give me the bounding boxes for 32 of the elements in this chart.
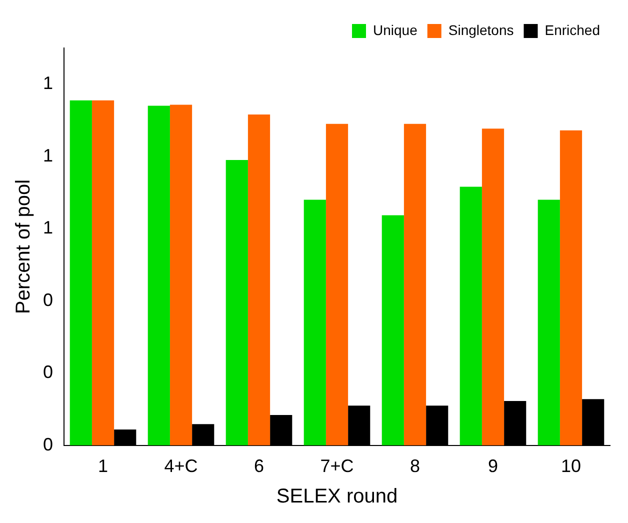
legend-label: Singletons <box>448 22 514 38</box>
bar <box>226 160 248 446</box>
bar <box>170 104 192 446</box>
x-tick-label: 6 <box>254 456 264 476</box>
legend-label: Enriched <box>544 22 600 38</box>
bar <box>92 100 114 446</box>
bar <box>460 186 482 446</box>
bar <box>482 128 504 446</box>
x-tick-label: 7+C <box>320 456 354 476</box>
y-tick-label: 0 <box>42 290 54 310</box>
bar <box>560 130 582 446</box>
x-tick-label: 1 <box>98 456 108 476</box>
bar <box>304 200 326 446</box>
x-tick-label: 9 <box>488 456 498 476</box>
bar <box>538 200 560 446</box>
y-tick-label: 1 <box>42 218 54 238</box>
y-tick-label: 1 <box>42 145 54 166</box>
y-axis-title: Percent of pool <box>12 179 35 314</box>
x-tick-label: 8 <box>410 456 420 476</box>
y-tick-label: 0 <box>42 362 54 382</box>
bar <box>148 106 170 446</box>
y-tick-label: 1 <box>42 73 54 94</box>
bar <box>404 124 426 446</box>
x-axis-title: SELEX round <box>276 486 398 508</box>
legend-label: Unique <box>373 22 418 38</box>
bar <box>382 215 404 446</box>
bar <box>326 124 348 446</box>
x-tick-label: 4+C <box>164 456 198 476</box>
bar <box>248 114 270 446</box>
y-tick-label: 0 <box>42 434 54 454</box>
bar <box>70 100 92 446</box>
x-tick-label: 10 <box>560 456 582 476</box>
